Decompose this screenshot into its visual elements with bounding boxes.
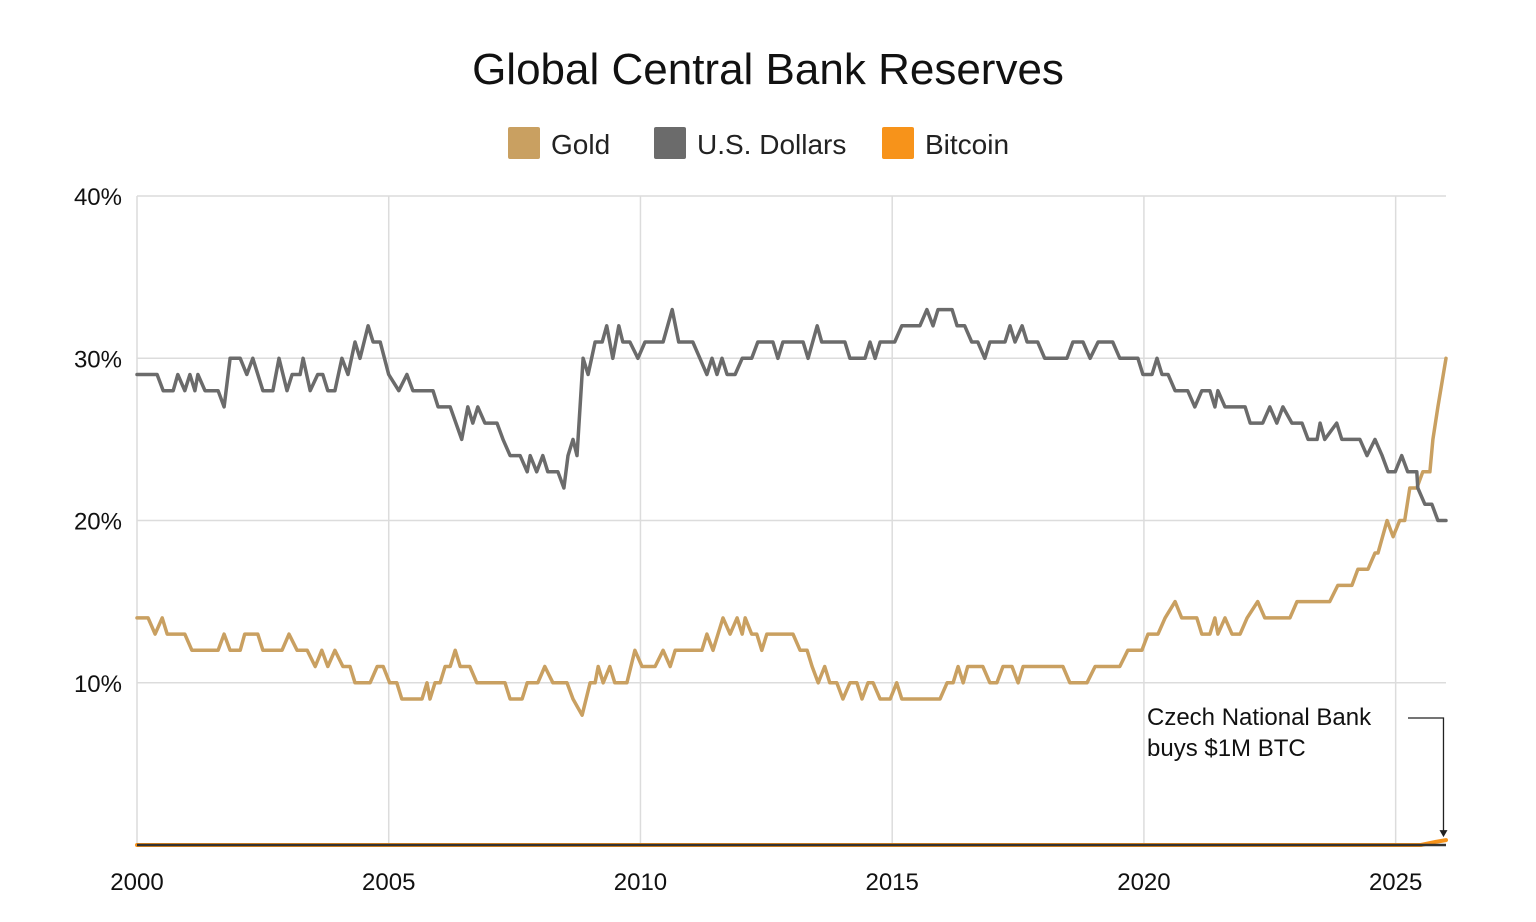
y-tick-label: 40%: [74, 184, 122, 211]
annotation: Czech National Bank buys $1M BTC: [1147, 704, 1448, 838]
x-tick-label: 2005: [362, 869, 415, 896]
annotation-leader-line: [1408, 717, 1445, 833]
legend: Gold U.S. Dollars Bitcoin: [508, 127, 1009, 160]
series-lines: [135, 307, 1448, 847]
series-line-gold: [135, 356, 1448, 717]
x-tick-label: 2015: [865, 869, 918, 896]
legend-swatch: [508, 127, 540, 159]
legend-swatch: [882, 127, 914, 159]
x-tick-label: 2000: [110, 869, 163, 896]
legend-swatch: [654, 127, 686, 159]
annotation-arrowhead: [1439, 830, 1448, 838]
x-tick-label: 2025: [1369, 869, 1422, 896]
grid: [136, 195, 1446, 845]
x-tick-label: 2020: [1117, 869, 1170, 896]
axes: 10% 20% 30% 40% 2000 2005 2010 2015 2020 2025: [74, 184, 1446, 896]
y-tick-label: 30%: [74, 346, 122, 373]
legend-label: Gold: [551, 129, 610, 160]
series-line-u-s-dollars: [135, 307, 1448, 523]
legend-label: Bitcoin: [925, 129, 1009, 160]
annotation-text: buys $1M BTC: [1147, 735, 1306, 762]
annotation-text: Czech National Bank: [1147, 704, 1372, 731]
legend-label: U.S. Dollars: [697, 129, 846, 160]
y-tick-label: 20%: [74, 509, 122, 536]
chart-title: Global Central Bank Reserves: [472, 45, 1064, 94]
y-tick-label: 10%: [74, 671, 122, 698]
x-tick-label: 2010: [614, 869, 667, 896]
